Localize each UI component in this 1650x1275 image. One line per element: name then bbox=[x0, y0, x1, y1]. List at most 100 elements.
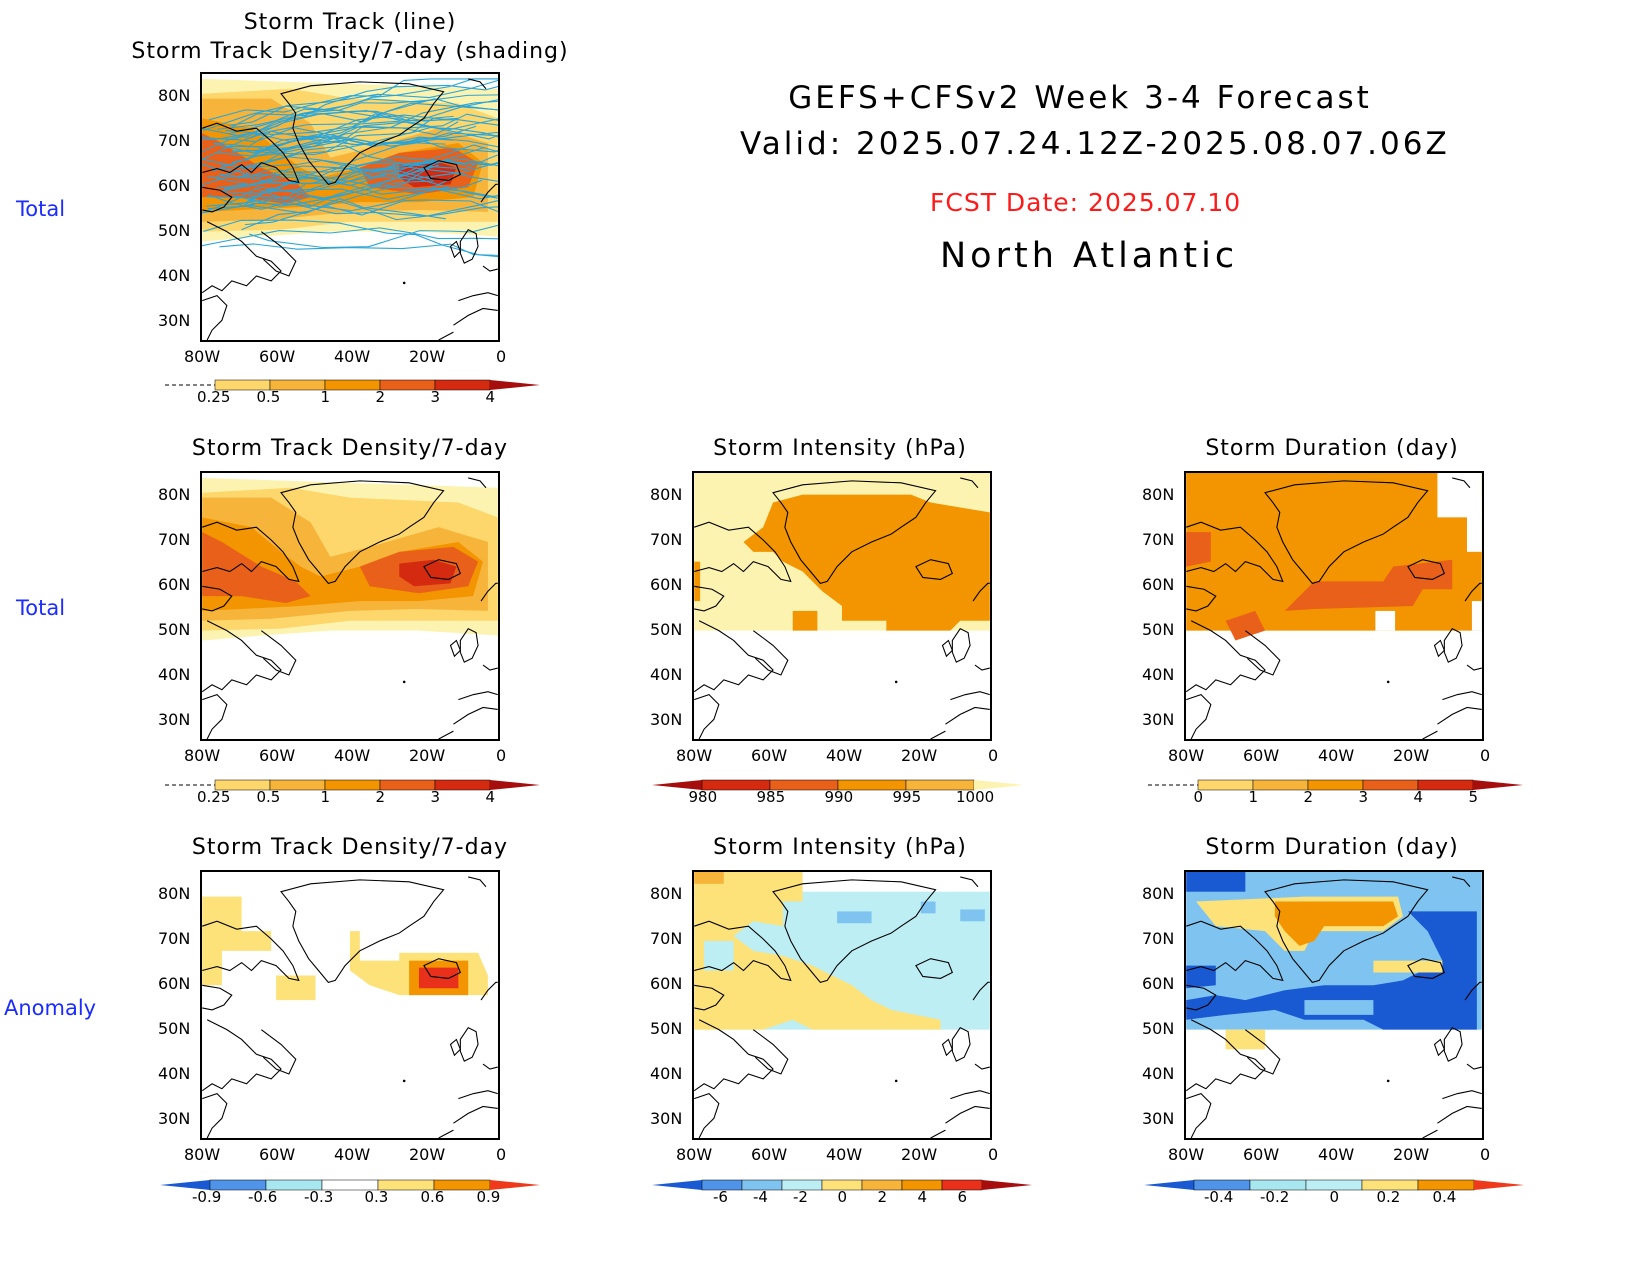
lon-tick-label: 20W bbox=[1393, 1145, 1430, 1164]
map-density-anom bbox=[200, 870, 500, 1140]
grid-cell bbox=[1225, 1029, 1266, 1050]
coast-segment bbox=[1433, 639, 1445, 658]
colorbar-label: 2 bbox=[375, 788, 386, 806]
coast-segment bbox=[423, 559, 462, 580]
coast-segment bbox=[202, 521, 300, 583]
lat-tick-label: 70N bbox=[158, 131, 191, 150]
storm-track bbox=[250, 200, 498, 217]
coast-segment bbox=[202, 984, 233, 1011]
lat-tick-label: 50N bbox=[158, 221, 191, 240]
anom-positive bbox=[694, 872, 941, 1030]
coastline bbox=[202, 876, 498, 1138]
colorbar-label: 3 bbox=[430, 388, 441, 406]
colorbar-duration-total bbox=[1148, 778, 1523, 791]
storm-track bbox=[202, 227, 498, 247]
coast-segment bbox=[1464, 582, 1482, 602]
coast-segment bbox=[438, 1129, 454, 1138]
coast-segment bbox=[694, 521, 792, 583]
lat-tick-label: 50N bbox=[1142, 620, 1175, 639]
coast-segment bbox=[482, 265, 498, 272]
coast-segment bbox=[694, 984, 725, 1011]
coast-segment bbox=[1443, 627, 1463, 663]
storm-track bbox=[203, 219, 498, 258]
grid-cell bbox=[960, 909, 985, 922]
lat-tick-label: 80N bbox=[158, 884, 191, 903]
map-canvas bbox=[694, 872, 990, 1138]
island-dot bbox=[894, 1079, 898, 1083]
lon-tick-label: 60W bbox=[259, 1145, 296, 1164]
storm-track bbox=[202, 78, 498, 141]
colorbar-svg bbox=[160, 1179, 540, 1191]
colorbar-label: 4 bbox=[485, 788, 496, 806]
duration-level-3 bbox=[1284, 559, 1453, 611]
lon-tick-label: 0 bbox=[496, 746, 507, 765]
coast-segment bbox=[974, 664, 990, 671]
coastline bbox=[1186, 876, 1482, 1138]
map-canvas bbox=[202, 78, 498, 340]
colorbar-intensity-total bbox=[652, 778, 1024, 791]
anom-positive bbox=[202, 896, 272, 986]
lat-tick-label: 30N bbox=[158, 311, 191, 330]
coast-segment bbox=[1264, 879, 1429, 983]
lon-tick-label: 40W bbox=[334, 347, 371, 366]
coast-segment bbox=[1466, 1063, 1482, 1070]
storm-track bbox=[219, 243, 498, 256]
coast-segment bbox=[449, 1038, 461, 1057]
colorbar-svg bbox=[652, 1179, 1032, 1191]
lon-tick-label: 80W bbox=[676, 746, 713, 765]
coast-segment bbox=[915, 559, 954, 580]
storm-track bbox=[232, 135, 498, 153]
grid-cell bbox=[694, 872, 724, 884]
coast-segment bbox=[458, 292, 498, 302]
coast-segment bbox=[1422, 1129, 1438, 1138]
lat-tick-label: 60N bbox=[1142, 575, 1175, 594]
storm-track bbox=[244, 199, 498, 226]
storm-track bbox=[247, 102, 498, 140]
lon-tick-label: 0 bbox=[1480, 1145, 1491, 1164]
coast-segment bbox=[1443, 1026, 1463, 1062]
coast-segment bbox=[951, 627, 971, 663]
colorbar-segment bbox=[1362, 779, 1419, 791]
lon-tick-label: 40W bbox=[826, 1145, 863, 1164]
main-title-line2: Valid: 2025.07.24.12Z-2025.08.07.06Z bbox=[740, 126, 1450, 162]
lat-tick-label: 70N bbox=[158, 530, 191, 549]
colorbar-label: 985 bbox=[756, 788, 786, 806]
colorbar-label: 980 bbox=[688, 788, 718, 806]
coast-segment bbox=[1186, 585, 1217, 612]
map-canvas bbox=[202, 876, 498, 1138]
storm-track bbox=[250, 162, 498, 180]
coast-segment bbox=[1245, 1029, 1281, 1075]
colorbar-label: 1000 bbox=[956, 788, 995, 806]
storm-track bbox=[247, 130, 498, 148]
coast-segment bbox=[202, 1019, 282, 1092]
lat-tick-label: 40N bbox=[650, 665, 683, 684]
lat-tick-label: 40N bbox=[1142, 1064, 1175, 1083]
coast-segment bbox=[423, 958, 462, 979]
colorbar-label: 0 bbox=[837, 1188, 848, 1206]
colorbar-segment bbox=[1197, 779, 1254, 791]
coast-segment bbox=[1186, 920, 1284, 982]
lat-tick-label: 40N bbox=[158, 266, 191, 285]
panel-title-duration-total: Storm Duration (day) bbox=[1205, 436, 1459, 461]
map-duration-anom bbox=[1184, 870, 1484, 1140]
coast-segment bbox=[202, 186, 233, 213]
colorbar-segment bbox=[379, 379, 436, 391]
coast-segment bbox=[694, 620, 774, 693]
colorbar-label: -0.4 bbox=[1204, 1188, 1234, 1206]
lat-tick-label: 60N bbox=[650, 974, 683, 993]
lon-tick-label: 80W bbox=[676, 1145, 713, 1164]
island-dot bbox=[894, 680, 898, 684]
colorbar-duration-anom bbox=[1144, 1178, 1524, 1191]
storm-track bbox=[241, 166, 430, 231]
lat-tick-label: 30N bbox=[1142, 1109, 1175, 1128]
colorbar-svg bbox=[1144, 1179, 1524, 1191]
lon-tick-label: 40W bbox=[334, 1145, 371, 1164]
lon-tick-label: 80W bbox=[184, 347, 221, 366]
coast-segment bbox=[1264, 480, 1429, 584]
coastline bbox=[694, 876, 990, 1138]
storm-track-lines bbox=[202, 78, 498, 258]
storm-track bbox=[237, 196, 498, 221]
coast-segment bbox=[480, 183, 498, 203]
region-name: North Atlantic bbox=[940, 236, 1239, 276]
colorbar-svg bbox=[1148, 779, 1523, 791]
